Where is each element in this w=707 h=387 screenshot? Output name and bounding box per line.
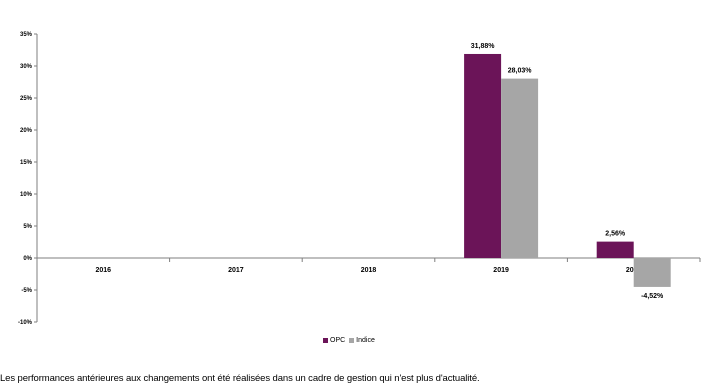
legend-label-indice: Indice	[356, 337, 375, 344]
legend-item-indice: Indice	[349, 337, 375, 344]
y-tick-label: -10%	[18, 320, 33, 326]
data-labels: 31,88% 2,56% 28,03% -4,52%	[471, 43, 664, 300]
x-tick-label: 2017	[228, 267, 244, 274]
y-tick-label: 35%	[20, 32, 33, 38]
data-label-opc-2019: 31,88%	[471, 43, 496, 50]
legend-label-opc: OPC	[330, 337, 346, 344]
y-tick-label: -5%	[21, 288, 32, 294]
y-tick-label: 0%	[23, 256, 32, 262]
data-label-indice-2020: -4,52%	[641, 293, 664, 300]
x-tick-label: 2019	[493, 267, 509, 274]
x-axis: 20162017201820192020	[36, 257, 701, 274]
bar-indice-2019	[501, 78, 539, 258]
bar-opc-2019	[464, 53, 502, 258]
bar-opc-2020	[596, 241, 634, 258]
data-label-opc-2020: 2,56%	[605, 231, 626, 238]
y-tick-label: 5%	[23, 224, 32, 230]
y-tick-label: 30%	[20, 64, 33, 70]
legend-swatch-indice	[349, 338, 355, 343]
bars	[464, 53, 671, 287]
x-tick-label: 2016	[96, 267, 112, 274]
bar-indice-2020	[633, 258, 671, 287]
footnote: Les performances antérieures aux changem…	[0, 373, 480, 384]
legend-swatch-opc	[323, 338, 328, 343]
legend: OPC Indice	[323, 337, 375, 344]
y-tick-label: 25%	[20, 96, 33, 102]
y-tick-label: 20%	[20, 128, 33, 134]
y-tick-label: 10%	[20, 192, 33, 198]
bar-chart: 35% 30% 25% 20% 15% 10% 5% 0% -5% -10% 2016 2017 20…	[18, 32, 701, 326]
x-tick-label: 2018	[361, 267, 377, 274]
y-axis: 35% 30% 25% 20% 15% 10% 5% 0% -5% -10%	[18, 32, 38, 326]
y-tick-label: 15%	[20, 160, 33, 166]
legend-item-opc: OPC	[323, 337, 345, 344]
data-label-indice-2019: 28,03%	[508, 68, 533, 75]
